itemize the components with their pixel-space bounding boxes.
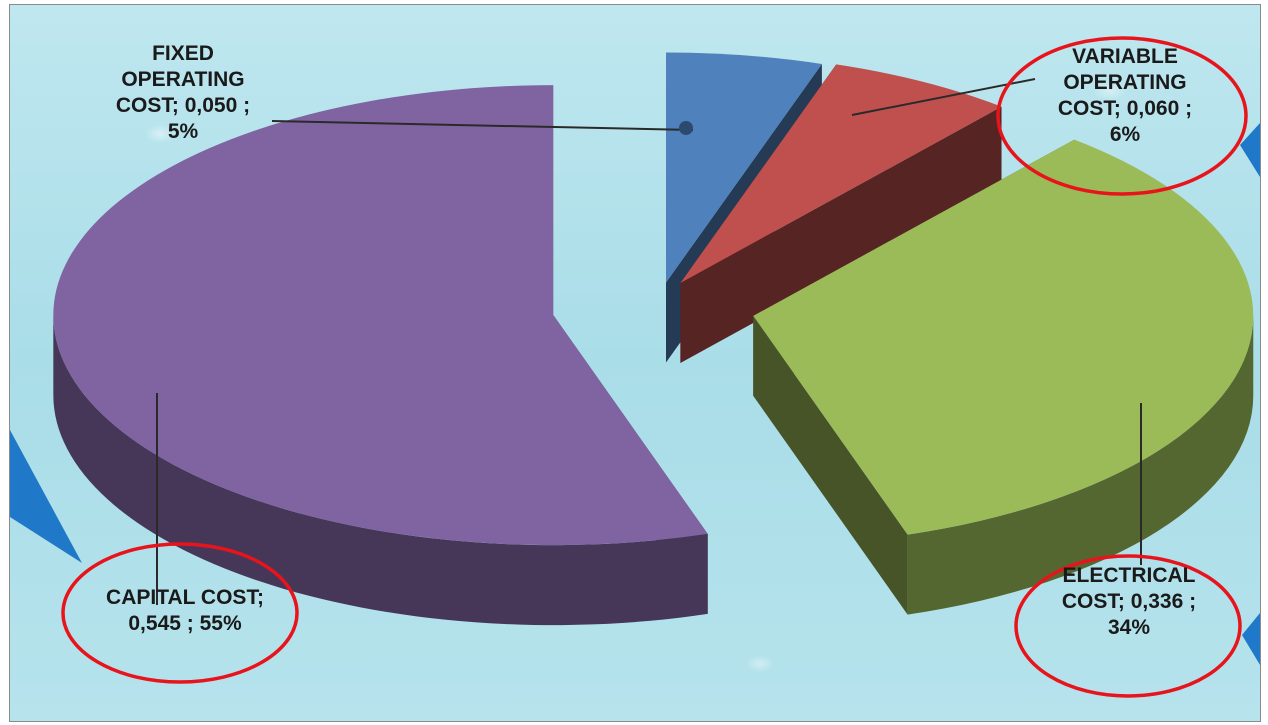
label-line: OPERATING <box>1063 71 1187 94</box>
leader-line-variable <box>851 78 1036 116</box>
label-fixed-operating-cost: FIXED OPERATING COST; 0,050 ; 5% <box>68 41 298 145</box>
label-line: 5% <box>167 120 199 143</box>
label-electrical-cost: ELECTRICAL COST; 0,336 ; 34% <box>1014 563 1244 641</box>
leader-dot <box>679 121 693 135</box>
highlight-ellipse-electrical <box>1014 554 1242 698</box>
label-line: COST; 0,050 ; <box>115 94 251 117</box>
label-line: COST; 0,336 ; <box>1061 590 1197 613</box>
callout-pointer-left <box>10 430 82 563</box>
label-line: OPERATING <box>121 68 245 91</box>
slice-side <box>680 106 1002 363</box>
pie-chart <box>10 36 1260 698</box>
label-line: 0,545 ; 55% <box>128 612 242 635</box>
highlight-ellipse-variable <box>996 36 1248 196</box>
label-line: COST; 0,060 ; <box>1057 97 1193 120</box>
leader-line-fixed <box>271 120 694 131</box>
label-line: VARIABLE <box>1072 45 1178 68</box>
slice-top <box>753 139 1254 535</box>
label-variable-operating-cost: VARIABLE OPERATING COST; 0,060 ; 6% <box>1010 44 1240 148</box>
label-capital-cost: CAPITAL COST; 0,545 ; 55% <box>70 585 300 637</box>
slice-side <box>753 315 908 615</box>
slice-variable-operating-cost <box>680 64 1002 363</box>
slice-capital-cost <box>53 85 708 626</box>
slice-wall <box>907 315 1254 615</box>
slice-top <box>665 52 822 283</box>
label-line: FIXED <box>152 42 214 65</box>
callout-pointer-right-top <box>1240 123 1260 177</box>
label-line: CAPITAL COST; <box>106 586 264 609</box>
label-line: 6% <box>1109 123 1141 146</box>
label-line: 34% <box>1107 616 1151 639</box>
slice-top <box>53 85 708 546</box>
callout-pointer-right-bottom <box>1242 613 1260 665</box>
slice-top <box>680 64 1002 283</box>
label-line: ELECTRICAL <box>1062 564 1196 587</box>
slice-electrical-cost <box>753 139 1254 615</box>
chart-frame: FIXED OPERATING COST; 0,050 ; 5% VARIABL… <box>9 4 1261 722</box>
highlight-ellipse-capital <box>61 542 299 684</box>
